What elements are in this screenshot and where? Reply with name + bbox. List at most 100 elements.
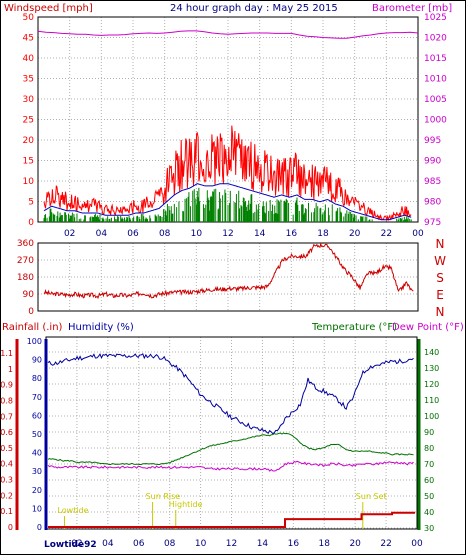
direction-tick-label: 360 [17, 239, 34, 249]
temperature-ticks: 30 40 50 60 70 80 90 100 110 120 130 140 [424, 348, 439, 533]
top-time-tick-label: 20 [349, 229, 361, 239]
windspeed-tick-label: 0 [28, 218, 34, 228]
bottom-time-tick-label: 14 [257, 539, 269, 549]
bottom-time-tick-label: 20 [349, 539, 361, 549]
humidity-tick-label: 20 [32, 486, 42, 495]
wind-average-line [43, 183, 412, 221]
temperature-tick-label: 30 [424, 524, 434, 533]
dewpoint-axis-label: Dew Point (°F) [392, 322, 464, 333]
top-time-tick-label: 08 [159, 229, 171, 239]
barometer-tick-label: 975 [424, 218, 441, 228]
bottom-panel-grid [46, 337, 418, 529]
temperature-tick-label: 90 [424, 428, 434, 437]
bottom-time-tick-label: 04 [102, 539, 114, 549]
temperature-tick-label: 120 [424, 380, 439, 389]
direction-series [43, 241, 414, 300]
windspeed-ticks: 0 5 10 15 20 25 30 35 40 45 50 [23, 13, 35, 228]
bottom-time-tick-label: 22 [380, 539, 391, 549]
barometer-tick-label: 1010 [424, 75, 447, 85]
bottom-time-tick-label: 00 [411, 539, 423, 549]
bottom-time-tick-label: 10 [195, 539, 207, 549]
temperature-tick-label: 110 [424, 396, 439, 405]
compass-letter: N [436, 305, 445, 319]
annotation-label: Sun Rise [146, 492, 181, 501]
humidity-line [47, 353, 414, 435]
temperature-tick-label: 130 [424, 364, 439, 373]
humidity-tick-label: 50 [32, 430, 42, 439]
rainfall-tick-label: 0 [8, 523, 13, 532]
rainfall-tick-label: 1.1 [0, 349, 13, 358]
windspeed-tick-label: 15 [23, 157, 34, 167]
direction-panel-frame [37, 242, 419, 312]
humidity-tick-label: 10 [32, 504, 42, 513]
rainfall-tick-label: 0.3 [0, 476, 13, 485]
top-time-tick-label: 12 [222, 229, 233, 239]
direction-tick-label: 180 [17, 273, 34, 283]
rainfall-ticks: 0 0.1 0.2 0.3 0.4 0.5 0.6 0.7 0.8 0.9 1 1.1 [0, 349, 13, 532]
bottom-series [47, 353, 415, 528]
barometer-ticks: 975 980 985 990 995 1000 1005 1010 1015 1020 1025 [424, 13, 447, 228]
humidity-tick-label: 60 [32, 411, 42, 420]
bottom-time-tick-label: 08 [164, 539, 176, 549]
direction-tick-label: 90 [23, 290, 35, 300]
temperature-tick-label: 100 [424, 412, 439, 421]
humidity-tick-label: 30 [32, 467, 42, 476]
top-time-tick-label: 00 [412, 229, 424, 239]
windspeed-tick-label: 20 [23, 136, 35, 146]
windspeed-tick-label: 10 [23, 177, 35, 187]
temperature-tick-label: 40 [424, 508, 434, 517]
top-time-tick-label: 04 [96, 229, 108, 239]
top-time-tick-label: 22 [381, 229, 392, 239]
annotation-label: Hightide [169, 500, 203, 509]
windspeed-tick-label: 40 [23, 54, 35, 64]
annotation-label: Sun Set [356, 492, 387, 501]
compass-letter: N [436, 237, 445, 251]
windspeed-line [43, 125, 412, 222]
rainfall-tick-label: 1 [8, 365, 13, 374]
barometer-tick-label: 980 [424, 198, 441, 208]
temperature-tick-label: 60 [424, 476, 434, 485]
humidity-axis-label: Humidity (%) [68, 322, 134, 333]
rainfall-tick-label: 0.8 [0, 396, 13, 405]
compass-letter: S [436, 271, 444, 285]
windspeed-axis-label: Windspeed [mph] [4, 3, 93, 14]
windspeed-tick-label: 5 [28, 198, 34, 208]
top-time-tick-label: 06 [127, 229, 139, 239]
humidity-tick-label: 80 [32, 374, 42, 383]
barometer-tick-label: 985 [424, 177, 441, 187]
bottom-time-tick-label: 18 [319, 539, 331, 549]
chart-title: 24 hour graph day : May 25 2015 [170, 3, 338, 14]
top-time-tick-label: 18 [317, 229, 329, 239]
bottom-time-tick-label: 12 [226, 539, 237, 549]
barometer-tick-label: 990 [424, 157, 441, 167]
windspeed-tick-label: 50 [23, 13, 35, 23]
barometer-tick-label: 1020 [424, 34, 447, 44]
temperature-tick-label: 140 [424, 348, 439, 357]
top-time-tick-label: 14 [254, 229, 266, 239]
rainfall-tick-label: 0.5 [0, 444, 13, 453]
rainfall-line [48, 511, 415, 528]
bottom-time-tick-label: 02 [71, 539, 82, 549]
bottom-time-tick-label: 06 [133, 539, 145, 549]
rainfall-axis-label: Rainfall (.in) [2, 322, 63, 333]
windspeed-tick-label: 45 [23, 34, 34, 44]
barometer-tick-label: 1015 [424, 54, 447, 64]
windspeed-tick-label: 30 [23, 95, 35, 105]
bottom-time-ticks: 02 04 06 08 10 12 14 16 18 20 22 00 [71, 539, 423, 549]
humidity-tick-label: 100 [27, 337, 42, 346]
rainfall-tick-label: 0.6 [0, 428, 13, 437]
bottom-left-caption: Lowtide92 [44, 540, 97, 550]
top-time-tick-label: 16 [286, 229, 298, 239]
top-time-tick-label: 10 [191, 229, 203, 239]
humidity-tick-label: 40 [32, 449, 42, 458]
barometer-tick-label: 995 [424, 136, 441, 146]
compass-letter: E [436, 288, 444, 302]
windspeed-tick-label: 25 [23, 116, 34, 126]
humidity-tick-label: 90 [32, 356, 42, 365]
bottom-time-tick-label: 16 [288, 539, 300, 549]
top-time-ticks: 02 04 06 08 10 12 14 16 18 20 22 00 [64, 229, 424, 239]
annotation-label: Lowtide [57, 506, 88, 515]
